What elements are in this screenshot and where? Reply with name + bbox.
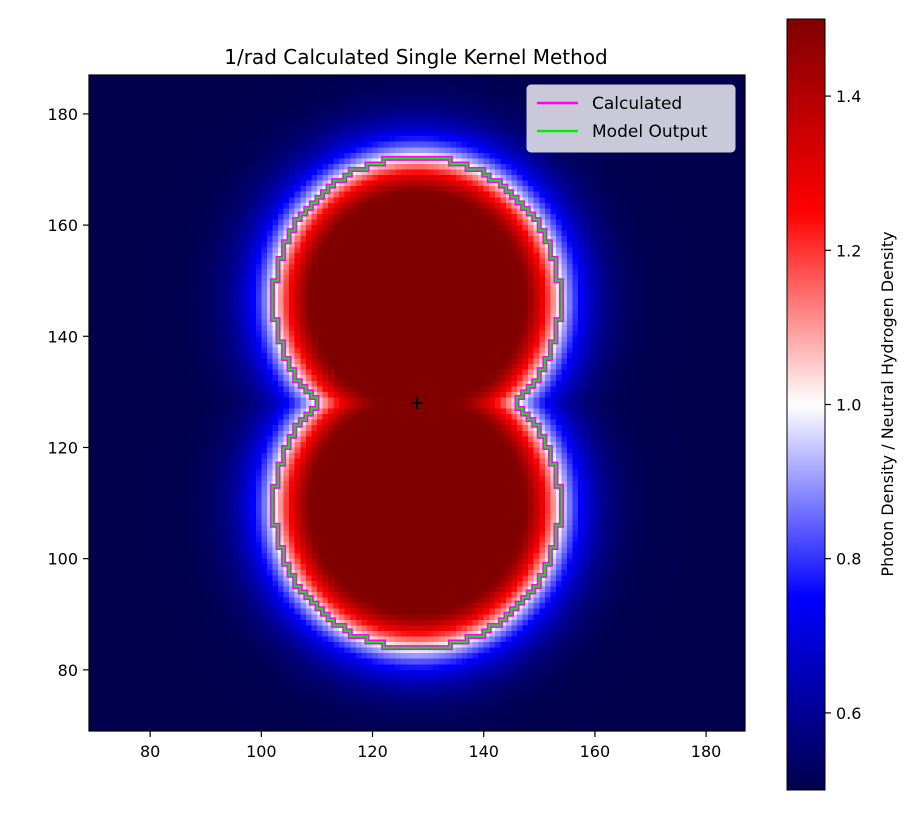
x-tick-label-80: 80	[140, 742, 160, 761]
legend-box	[526, 84, 736, 153]
legend-label-calculated: Calculated	[592, 94, 682, 114]
plot-frame	[88, 74, 746, 732]
legend-label-model-output: Model Output	[592, 122, 708, 142]
colorbar-label: Photon Density / Neutral Hydrogen Densit…	[878, 231, 897, 576]
y-tick-label-160: 160	[47, 216, 78, 235]
y-axis: 80 100 120 140 160 180	[47, 105, 89, 680]
y-tick-label-120: 120	[47, 438, 78, 457]
colorbar-tick-label-3: 1.2	[836, 241, 861, 260]
x-tick-label-160: 160	[580, 742, 611, 761]
y-tick-label-140: 140	[47, 327, 78, 346]
y-tick-label-100: 100	[47, 550, 78, 569]
colorbar-ticks: 0.6 0.8 1.0 1.2 1.4	[825, 87, 861, 723]
x-tick-label-180: 180	[691, 742, 722, 761]
legend: Calculated Model Output	[526, 84, 736, 153]
colorbar: 0.6 0.8 1.0 1.2 1.4 Photon Density / Neutral…	[786, 18, 897, 791]
y-tick-label-80: 80	[58, 661, 78, 680]
chart-title: 1/rad Calculated Single Kernel Method	[224, 45, 608, 69]
source-marker	[411, 397, 423, 409]
colorbar-tick-label-4: 1.4	[836, 87, 861, 106]
x-axis: 80 100 120 140 160 180	[140, 731, 721, 761]
colorbar-gradient	[786, 18, 826, 791]
x-tick-label-140: 140	[468, 742, 499, 761]
x-tick-label-120: 120	[357, 742, 388, 761]
colorbar-tick-label-2: 1.0	[836, 396, 861, 415]
colorbar-tick-label-0: 0.6	[836, 704, 861, 723]
y-tick-label-180: 180	[47, 105, 78, 124]
contour-model-output	[271, 157, 563, 649]
x-tick-label-100: 100	[246, 742, 277, 761]
plot-area	[88, 74, 746, 732]
contour-layer	[269, 155, 565, 651]
colorbar-tick-label-1: 0.8	[836, 550, 861, 569]
